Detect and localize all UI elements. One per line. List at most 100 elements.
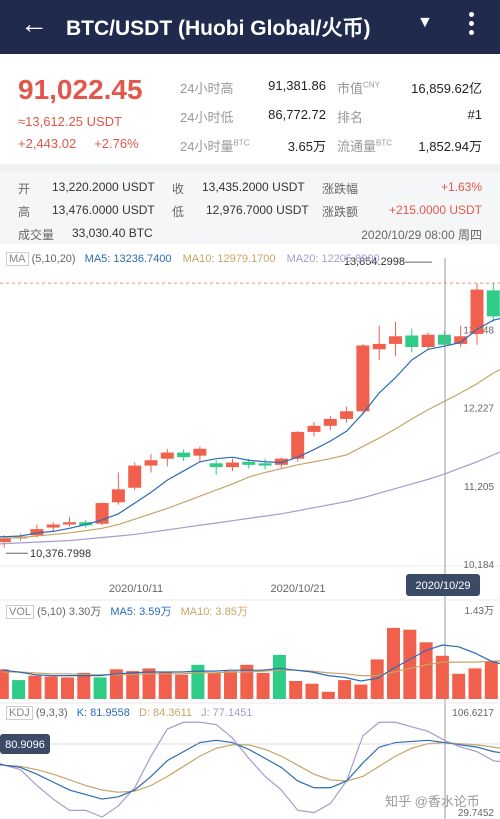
back-arrow-icon[interactable]: ← xyxy=(20,8,48,39)
volume-value: 33,030.40 BTC xyxy=(72,226,153,240)
volume-bar xyxy=(338,680,352,699)
high-value: 13,476.0000 USDT xyxy=(52,203,155,217)
vol-ma10-value: MA10: 3.85万 xyxy=(180,606,248,618)
candle-datetime: 2020/10/29 08:00 周四 xyxy=(361,228,482,242)
candle xyxy=(209,463,223,468)
close-label: 收 xyxy=(172,182,185,196)
stat-value-marketcap: 16,859.62亿 xyxy=(411,81,482,96)
kline-chart[interactable]: 13,24812,22711,20510,18413,854.299810,37… xyxy=(0,248,500,819)
more-options-icon[interactable] xyxy=(465,10,477,38)
vol-value: 3.30万 xyxy=(68,606,102,618)
x-axis-label: 2020/10/21 xyxy=(270,583,325,595)
candle xyxy=(79,522,93,526)
candle xyxy=(63,522,76,525)
volume-bar xyxy=(468,668,482,699)
candle xyxy=(291,431,305,459)
converted-price: ≈13,612.25 USDT xyxy=(18,114,122,129)
amount-value: +215.0000 USDT xyxy=(388,203,482,217)
high-label: 高 xyxy=(18,205,31,219)
volume-bar xyxy=(272,654,286,699)
top-bar: ← BTC/USDT (Huobi Global/火币) ▼ xyxy=(0,0,500,54)
volume-bar xyxy=(354,684,368,699)
volume-bar xyxy=(370,659,384,699)
candle xyxy=(356,345,370,412)
candle xyxy=(30,529,44,536)
x-axis-label: 2020/10/11 xyxy=(109,583,163,595)
volume-bar xyxy=(77,672,91,699)
candle xyxy=(177,452,191,458)
ma-tag[interactable]: MA xyxy=(6,252,29,266)
stat-label-high: 24小时高 xyxy=(180,81,234,96)
y-tick-label: 10,184 xyxy=(463,560,494,571)
ma5-value: MA5: 13236.7400 xyxy=(84,253,172,265)
candle xyxy=(437,334,451,345)
volume-bar xyxy=(484,661,498,699)
volume-bar xyxy=(44,676,58,699)
stat-label-marketcap: 市值CNY xyxy=(337,80,380,96)
watermark: 知乎 @香水论币 xyxy=(385,794,480,809)
min-price-label: 10,376.7998 xyxy=(30,548,91,560)
vol-tag[interactable]: VOL xyxy=(6,605,35,619)
vol-legend: VOL (5,10) 3.30万 MA5: 3.59万 MA10: 3.85万 xyxy=(6,603,248,619)
volume-bar xyxy=(158,672,172,699)
ma20-value: MA20: 12205.8900 xyxy=(286,253,380,265)
ma-params: (5,10,20) xyxy=(31,253,76,265)
candle xyxy=(128,465,142,488)
pair-title[interactable]: BTC/USDT (Huobi Global/火币) xyxy=(66,17,371,40)
candle xyxy=(274,458,288,465)
low-label: 低 xyxy=(172,205,185,219)
stat-value-circulation: 1,852.94万 xyxy=(418,139,482,154)
volume-bar xyxy=(452,673,466,699)
j-value: J: 77.1451 xyxy=(201,707,253,719)
volume-bar xyxy=(224,671,237,699)
candle xyxy=(111,489,125,503)
k-value: K: 81.9558 xyxy=(76,707,130,719)
kdj-tag[interactable]: KDJ xyxy=(6,706,33,720)
range-label: 涨跌幅 xyxy=(322,182,359,196)
kdj-left-badge xyxy=(0,734,50,754)
stat-value-low: 86,772.72 xyxy=(268,107,326,122)
candle xyxy=(144,460,158,466)
candle xyxy=(470,289,484,334)
ma-legend: MA (5,10,20) MA5: 13236.7400 MA10: 12979… xyxy=(6,252,380,266)
dropdown-icon[interactable]: ▼ xyxy=(417,14,433,31)
candle xyxy=(389,336,402,344)
volume-bar xyxy=(61,677,74,699)
range-value: +1.63% xyxy=(440,180,482,194)
open-label: 开 xyxy=(18,182,31,196)
volume-bar xyxy=(93,677,107,699)
d-value: D: 84.3611 xyxy=(138,707,192,719)
stat-value-rank: #1 xyxy=(467,107,482,122)
ma10-line xyxy=(0,368,500,539)
volume-bar xyxy=(321,691,335,699)
kdj-left-label: 80.9096 xyxy=(5,739,45,751)
volume-bar xyxy=(289,681,303,699)
price-panel: 91,022.45 ≈13,612.25 USDT +2,443.02 +2.76… xyxy=(0,54,500,164)
stat-value-volume: 3.65万 xyxy=(287,139,326,154)
candle xyxy=(421,334,435,347)
volume-bar xyxy=(403,629,417,699)
kdj-top-tick: 106.6217 xyxy=(452,708,494,719)
volume-bar xyxy=(142,668,156,699)
kdj-params: (9,3,3) xyxy=(35,707,68,719)
vol-params: (5,10) xyxy=(37,606,66,618)
candle xyxy=(486,290,500,317)
volume-bar xyxy=(305,683,319,699)
ma5-line xyxy=(0,318,500,538)
candle xyxy=(258,463,272,466)
vol-ma5-line xyxy=(2,644,500,682)
volume-bar xyxy=(419,642,433,699)
stat-label-circulation: 流通量BTC xyxy=(337,138,393,154)
volume-bar xyxy=(256,672,270,699)
volume-bar xyxy=(28,675,42,699)
kdj-legend: KDJ (9,3,3) K: 81.9558 D: 84.3611 J: 77.… xyxy=(6,706,253,720)
y-tick-label: 12,227 xyxy=(463,404,494,415)
open-value: 13,220.2000 USDT xyxy=(52,180,155,194)
candle xyxy=(307,425,321,432)
candle xyxy=(340,411,354,419)
candle xyxy=(0,538,11,543)
volume-bar xyxy=(109,669,123,699)
change-pct: +2.76% xyxy=(94,136,139,151)
candle xyxy=(454,336,468,344)
ma10-value: MA10: 12979.1700 xyxy=(182,253,276,265)
